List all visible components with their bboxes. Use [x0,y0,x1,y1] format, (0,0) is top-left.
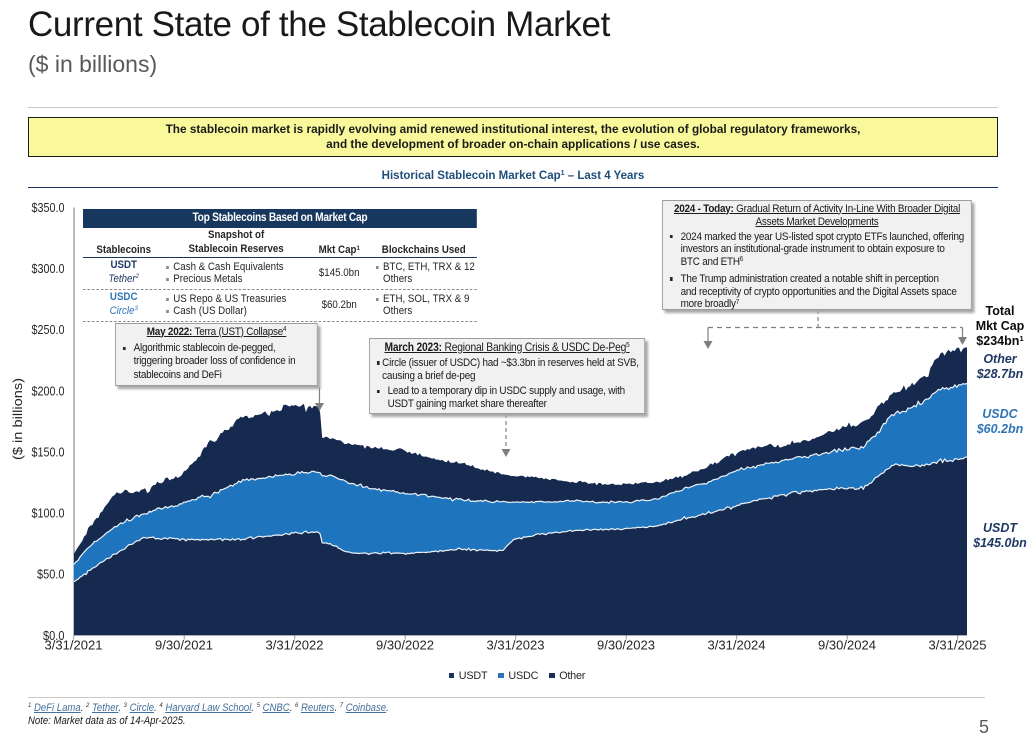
svg-text:3/31/2025: 3/31/2025 [929,639,987,653]
svg-text:$200.0: $200.0 [32,384,65,398]
svg-text:$300.0: $300.0 [32,262,65,276]
svg-text:3/31/2023: 3/31/2023 [487,639,545,653]
svg-text:9/30/2022: 9/30/2022 [376,639,434,653]
svg-text:3/31/2024: 3/31/2024 [708,639,766,653]
svg-text:9/30/2023: 9/30/2023 [597,639,655,653]
svg-text:9/30/2021: 9/30/2021 [155,639,213,653]
svg-text:$150.0: $150.0 [32,445,65,459]
svg-text:$50.0: $50.0 [37,568,65,582]
svg-text:3/31/2021: 3/31/2021 [45,639,103,653]
svg-text:($ in billions): ($ in billions) [11,378,25,460]
svg-text:3/31/2022: 3/31/2022 [266,639,324,653]
svg-text:9/30/2024: 9/30/2024 [818,639,876,653]
svg-text:$100.0: $100.0 [32,507,65,521]
svg-text:$250.0: $250.0 [32,323,65,337]
svg-text:$0.0: $0.0 [43,629,65,643]
svg-text:$350.0: $350.0 [32,201,65,215]
